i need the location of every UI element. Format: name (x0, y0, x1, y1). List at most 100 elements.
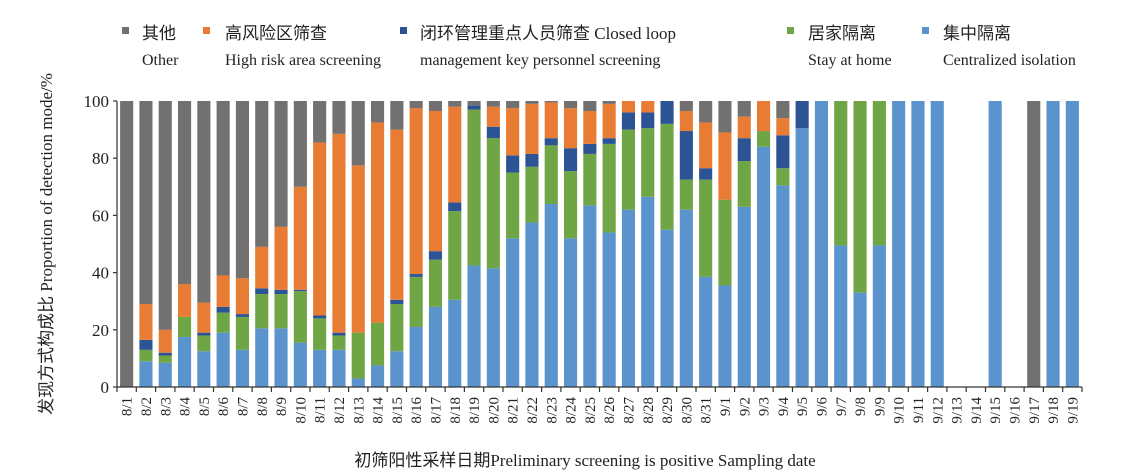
bar-segment-centralized-8-15 (390, 351, 404, 387)
x-tick-label: 9/18 (1046, 397, 1062, 424)
bar-segment-centralized-8-25 (583, 205, 597, 387)
bar-segment-high_risk-8-4 (177, 284, 192, 317)
bar-segment-closed_loop-8-25 (583, 143, 597, 154)
bar-segment-home-9-1 (718, 199, 732, 286)
y-tick-label: 40 (92, 264, 109, 283)
bar-segment-other-8-10 (293, 101, 307, 187)
bar-segment-high_risk-8-9 (274, 226, 288, 290)
bar-segment-centralized-8-5 (197, 351, 211, 387)
legend-label-zh: 居家隔离 (808, 24, 876, 43)
bar-segment-centralized-8-21 (506, 238, 520, 387)
bar-segment-closed_loop-9-2 (737, 138, 751, 162)
bar-segment-centralized-8-12 (332, 349, 346, 387)
legend-label-en: Stay at home (808, 52, 892, 69)
bar-segment-centralized-8-11 (313, 349, 327, 387)
bar-segment-home-8-20 (486, 138, 500, 269)
bar-segment-centralized-8-16 (409, 326, 423, 387)
bar-segment-centralized-8-2 (139, 361, 153, 387)
bar-segment-high_risk-8-27 (621, 101, 636, 113)
bar-segment-home-9-8 (853, 101, 867, 293)
bar-segment-closed_loop-8-23 (544, 138, 558, 146)
x-tick-label: 9/19 (1065, 397, 1081, 424)
y-tick-label: 60 (92, 206, 109, 225)
bar-segment-home-9-9 (872, 101, 886, 246)
bar-segment-high_risk-8-11 (313, 142, 327, 316)
bar-segment-high_risk-8-12 (332, 133, 346, 333)
bar-segment-closed_loop-8-5 (197, 332, 211, 336)
x-tick-label: 8/5 (197, 397, 213, 416)
bar-segment-centralized-9-8 (853, 292, 867, 387)
bar-segment-home-8-16 (409, 276, 423, 327)
x-tick-label: 9/6 (815, 397, 831, 417)
bar-segment-other-8-31 (699, 101, 713, 123)
bar-segment-home-8-12 (332, 335, 346, 350)
bar-segment-closed_loop-8-15 (390, 299, 404, 305)
bar-segment-centralized-8-7 (235, 349, 250, 387)
x-tick-label: 8/29 (660, 397, 676, 424)
bar-segment-high_risk-8-2 (139, 304, 153, 340)
legend-label-zh: 高风险区筛查 (225, 24, 327, 43)
x-tick-label: 8/4 (178, 397, 194, 417)
bar-segment-high_risk-8-28 (641, 101, 655, 113)
bar-segment-high_risk-8-7 (235, 278, 250, 315)
bar-segment-closed_loop-8-30 (679, 131, 693, 180)
bar-segment-closed_loop-8-24 (563, 148, 578, 172)
legend-swatch-stay-at-home (787, 27, 794, 34)
x-axis-ticks: 8/1 8/2 8/3 8/4 8/5 8/6 8/7 8/8 8/9 8/10 8/11 8/12 8… (116, 387, 1083, 424)
bar-segment-home-9-3 (756, 131, 771, 147)
bar-segment-closed_loop-9-5 (795, 101, 809, 129)
x-tick-label: 8/18 (448, 397, 464, 424)
bar-segment-centralized-8-30 (679, 209, 693, 387)
bar-segment-other-8-19 (467, 101, 481, 106)
bar-segment-other-8-2 (139, 101, 153, 305)
bar-segment-high_risk-8-31 (699, 122, 713, 169)
x-tick-label: 9/2 (737, 397, 753, 416)
bar-segment-high_risk-8-5 (197, 302, 211, 333)
bar-segment-high_risk-8-10 (293, 186, 307, 290)
bar-segment-high_risk-8-25 (583, 111, 597, 144)
bar-segment-home-8-24 (563, 171, 578, 239)
x-tick-label: 8/3 (158, 397, 174, 416)
bar-segment-other-8-5 (197, 101, 211, 303)
bar-segment-home-8-6 (216, 312, 230, 333)
bar-segment-other-8-7 (235, 101, 250, 279)
bar-segment-home-8-3 (158, 355, 172, 363)
bar-segment-centralized-9-9 (872, 245, 886, 387)
x-tick-label: 8/8 (255, 397, 271, 416)
bar-segment-centralized-8-8 (255, 328, 269, 387)
x-tick-label: 8/11 (313, 397, 329, 423)
bar-segment-centralized-8-9 (274, 328, 288, 387)
bar-segment-closed_loop-8-29 (660, 101, 674, 124)
bar-segment-centralized-8-17 (428, 306, 443, 387)
bar-segment-centralized-8-27 (621, 209, 636, 387)
legend-label-zh: 集中隔离 (943, 24, 1011, 43)
x-tick-label: 8/10 (293, 397, 309, 424)
bar-segment-other-8-11 (313, 101, 327, 143)
bar-segment-other-8-14 (370, 101, 385, 123)
bar-segment-centralized-8-3 (158, 362, 172, 387)
bar-segment-closed_loop-8-31 (699, 168, 713, 180)
bar-segment-home-8-7 (235, 316, 250, 350)
bar-segment-home-8-27 (621, 129, 636, 210)
bar-segment-centralized-9-1 (718, 285, 732, 387)
bar-segment-home-8-21 (506, 172, 520, 239)
bar-segment-centralized-8-10 (293, 342, 307, 387)
bar-segment-high_risk-9-3 (756, 101, 771, 132)
x-axis-title: 初筛阳性采样日期Preliminary screening is positiv… (354, 451, 815, 470)
bar-segment-high_risk-8-17 (428, 111, 443, 252)
bar-segment-closed_loop-8-3 (158, 352, 172, 356)
bar-segment-high_risk-8-20 (486, 106, 500, 127)
bar-segment-high_risk-8-30 (679, 111, 693, 132)
legend-label-en: High risk area screening (225, 52, 381, 69)
bar-segment-centralized-9-6 (814, 101, 829, 387)
bar-segment-high_risk-8-21 (506, 108, 520, 156)
x-tick-label: 9/16 (1008, 397, 1024, 424)
x-tick-label: 8/27 (622, 397, 638, 424)
x-tick-label: 9/7 (834, 397, 850, 417)
y-tick-label: 80 (92, 149, 109, 168)
bar-segment-centralized-9-7 (834, 245, 848, 387)
legend-swatch-closed-loop (400, 27, 407, 34)
x-tick-label: 8/7 (235, 397, 251, 417)
y-tick-label: 0 (101, 378, 110, 397)
